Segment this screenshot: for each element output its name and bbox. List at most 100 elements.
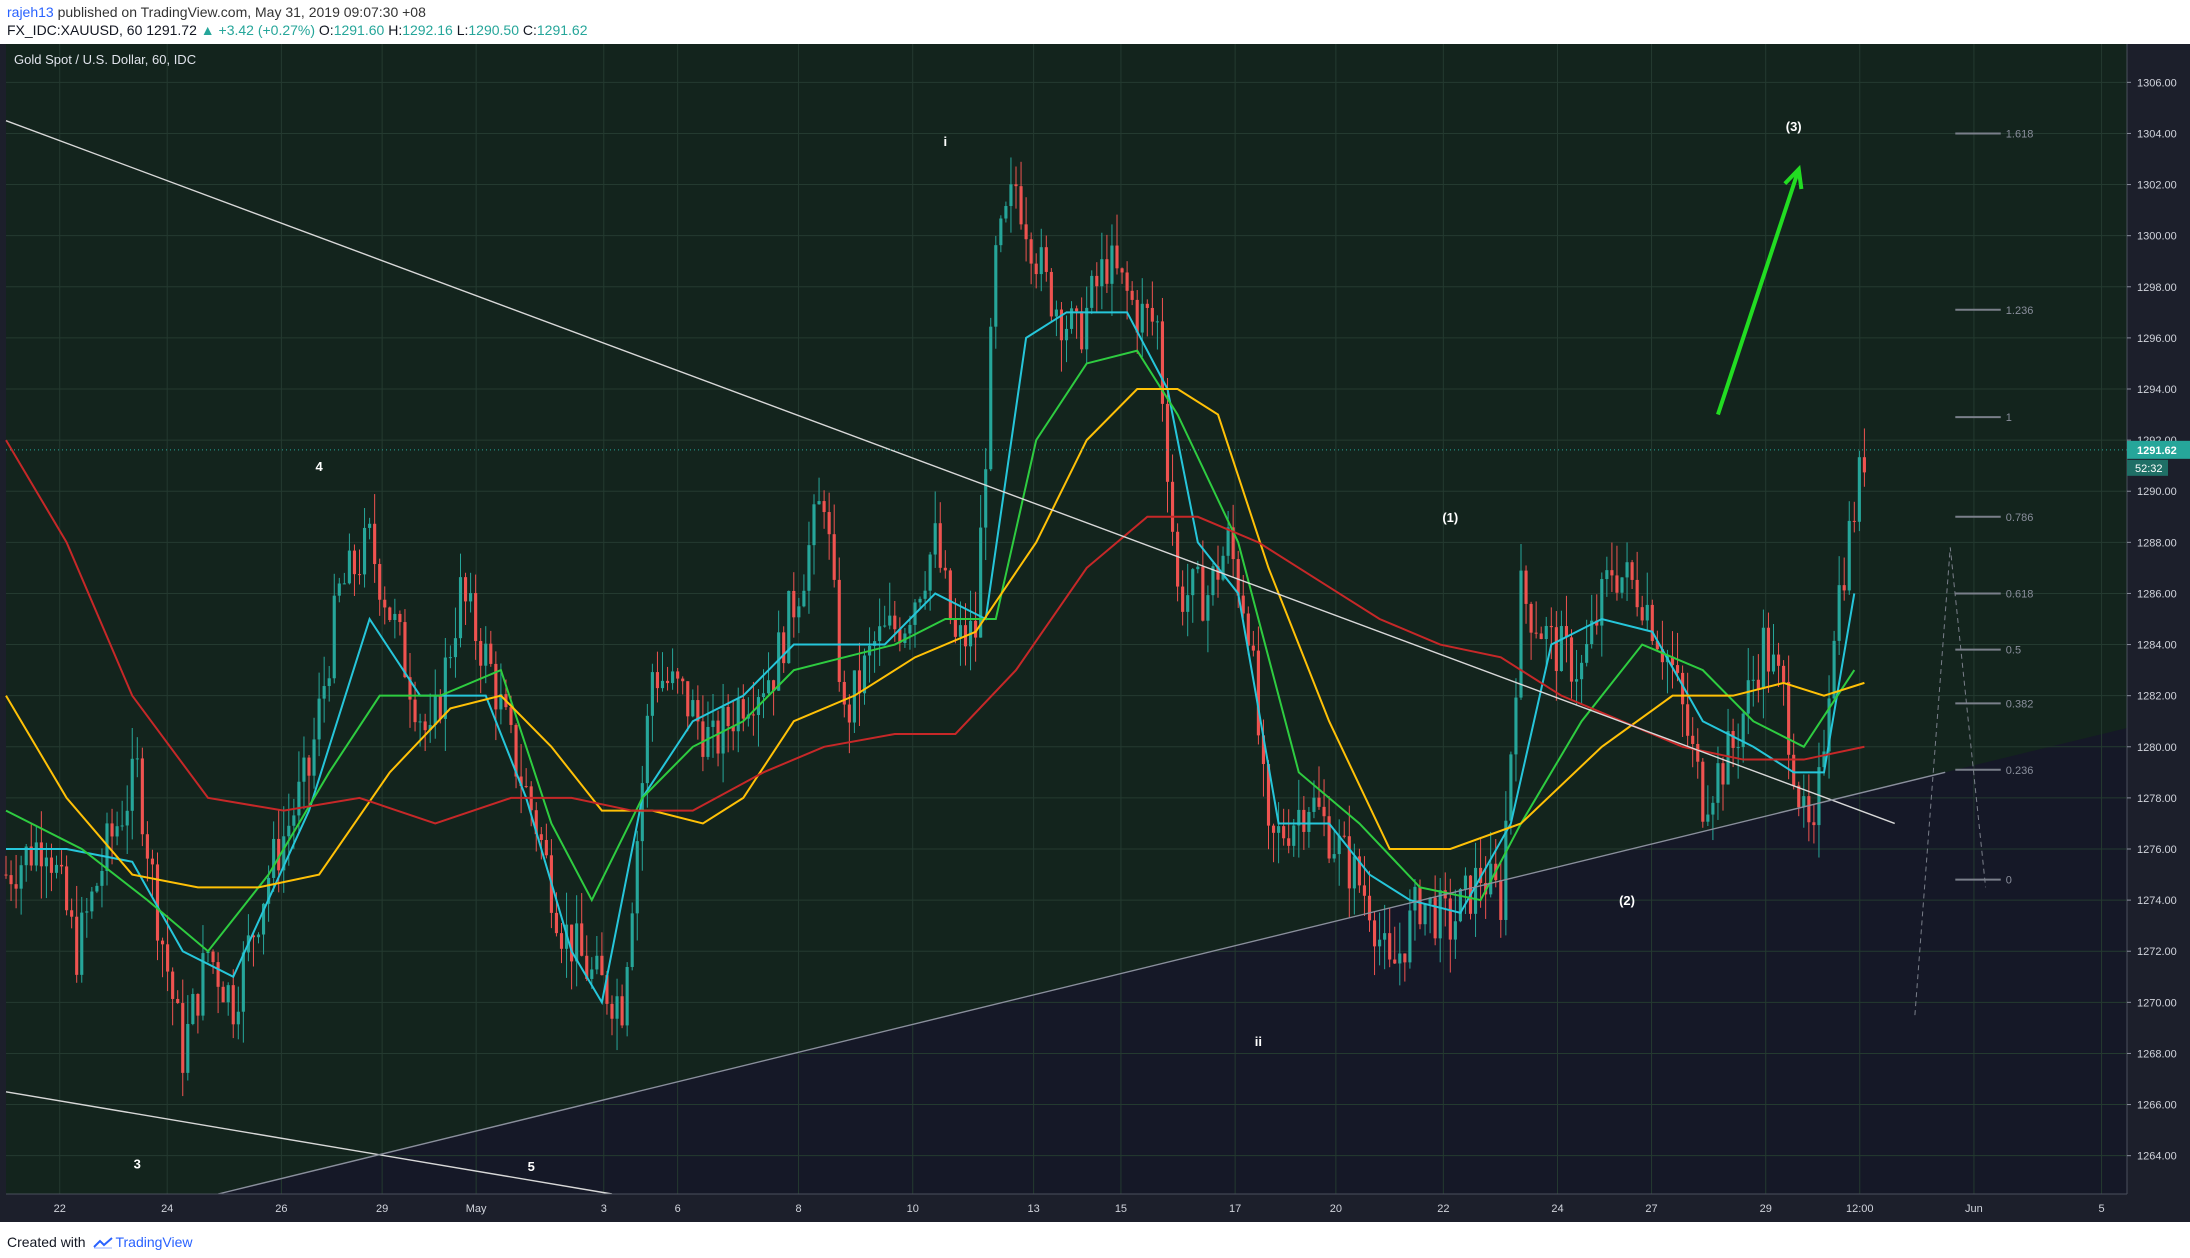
close-label: C: [522,22,537,38]
candle-body [105,823,109,871]
candle-body [1574,679,1579,682]
candle-body [908,624,912,634]
candle-body [741,699,745,719]
candle-body [1019,186,1023,225]
candle-body [933,523,937,555]
candle-body [1605,570,1609,580]
candle-body [1408,910,1412,963]
candle-body [272,838,276,878]
candle-body [352,550,357,575]
candle-body [1347,836,1351,889]
symbol-line: FX_IDC:XAUUSD, 60 1291.72 ▲ +3.42 (+0.27… [7,22,588,38]
candle-body [1428,897,1432,904]
price-chart[interactable]: 1.6181.23610.7860.6180.50.3820.2360iii43… [0,44,2190,1222]
moving-average-ma_fast [6,311,1856,1006]
candle-body [691,700,695,717]
time-tick-label: 29 [1760,1203,1772,1215]
candle-body [1741,713,1745,748]
price-tick-label: 1264.00 [2137,1151,2177,1163]
candle-body [1095,275,1099,287]
candle-body [317,698,321,740]
countdown-badge [2127,459,2168,476]
candle-body [59,864,64,867]
candle-body [1792,754,1796,786]
candle-body [888,615,892,626]
candle-body [580,923,584,956]
candle-body [347,550,351,584]
candle-body [1463,875,1468,889]
candle-body [433,696,437,726]
candle-body [1529,603,1533,633]
candle-body [873,641,877,646]
candle-body [34,842,38,866]
candle-body [948,570,952,620]
candle-body [474,593,478,642]
candle-body [1196,566,1200,570]
candle-body [1110,245,1114,284]
candle-body [327,678,331,687]
candle-body [1569,637,1574,682]
candle-body [448,657,452,659]
candle-body [85,911,89,913]
candle-body [1544,625,1548,640]
candle-body [332,595,336,679]
candle-body [19,865,23,889]
trendline [217,771,1946,1195]
candle-body [539,834,543,840]
candle-body [1519,570,1523,698]
candle-body [585,955,589,979]
moving-average-ma_red [5,439,1865,825]
candle-body [4,874,8,876]
candle-body [1090,275,1094,308]
last-price-label: 1291.62 [2137,445,2177,457]
author-link[interactable]: rajeh13 [7,4,54,20]
candle-body [519,776,523,787]
chart-header: rajeh13 published on TradingView.com, Ma… [0,0,2190,44]
candle-body [287,825,291,837]
candle-body [1337,835,1341,855]
candle-body [196,993,200,1016]
candle-body [75,916,79,975]
price-tick-label: 1294.00 [2137,384,2177,396]
price-tick-label: 1284.00 [2137,640,2177,652]
candle-body [1135,299,1139,333]
candle-body [1782,665,1786,682]
time-tick-label: 13 [1027,1203,1039,1215]
candle-body [125,810,129,826]
tradingview-link[interactable]: TradingView [115,1234,193,1250]
candle-body [782,632,786,664]
candle-body [1559,626,1563,672]
candle-body [1256,650,1260,736]
candle-body [1297,809,1301,826]
candle-body [1115,245,1119,269]
candle-body [1691,735,1695,744]
low-label: L: [456,22,469,38]
candle-body [534,810,538,835]
symbol-name: FX_IDC:XAUUSD, 60 [7,22,143,38]
tradingview-logo-icon [93,1237,114,1249]
price-tick-label: 1286.00 [2137,588,2177,600]
price-tick-label: 1280.00 [2137,742,2177,754]
candle-body [1554,627,1558,672]
candle-body [1817,767,1821,826]
candle-body [453,638,458,658]
candle-body [1080,311,1084,350]
candle-body [1378,939,1382,947]
time-tick-label: 6 [675,1203,681,1215]
candle-body [216,962,220,987]
candle-body [24,846,28,866]
wave-label: (3) [1786,119,1802,134]
candle-body [1761,627,1765,689]
candle-body [1317,797,1321,807]
candle-body [458,577,463,639]
candle-body [514,724,518,777]
candle-body [1241,595,1245,614]
candle-body [1670,656,1675,666]
candle-body [1615,575,1619,593]
candle-body [1797,785,1801,808]
candle-body [1246,613,1250,646]
candle-body [640,783,644,842]
candle-body [1282,826,1286,839]
candle-body [1418,886,1422,925]
candle-body [1438,890,1442,939]
